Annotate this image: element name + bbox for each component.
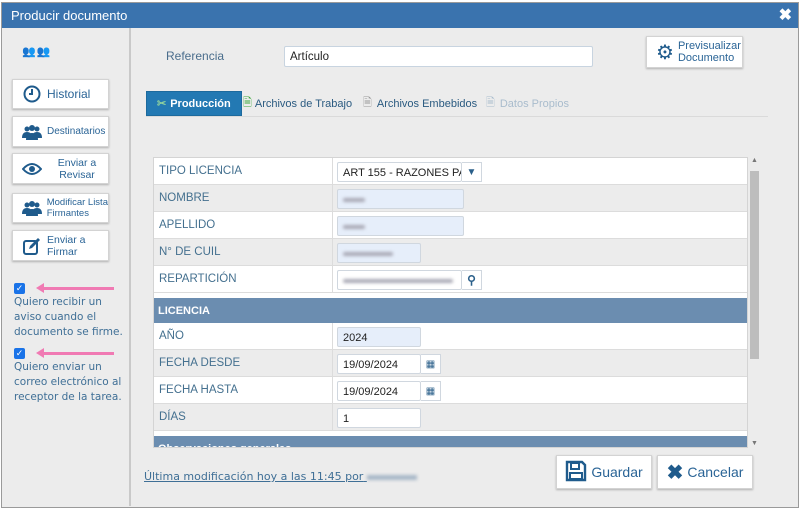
referencia-input[interactable] [284,46,593,67]
fecha-hasta-input[interactable]: 19/09/2024 [337,381,421,401]
sidebar: 👥👥 Historial Destinatarios Enviar a Revi… [2,28,131,506]
users-icon [21,200,43,216]
tab-archivos-de-trabajo[interactable]: 🗎 Archivos de Trabajo [243,91,352,116]
form-scrollbar[interactable]: ▲ ▼ [749,157,760,450]
tab-archivos-embebidos[interactable]: 🗎 Archivos Embebidos [363,91,477,116]
destinatarios-button[interactable]: Destinatarios [12,116,109,147]
section-observaciones: Observaciones generales [154,436,747,447]
scroll-down-icon[interactable]: ▼ [751,440,758,447]
tipo-licencia-select[interactable]: ART 155 - RAZONES PART [337,162,462,182]
row-fecha-hasta: FECHA HASTA 19/09/2024 ▦ [154,377,747,404]
cancelar-button[interactable]: ✖ Cancelar [657,455,753,489]
save-icon [565,460,587,485]
annotation-arrow [36,283,114,293]
eye-icon [21,162,43,176]
dias-input[interactable]: 1 [337,408,421,428]
file-icon: 🗎 [363,97,372,109]
notify-signed-checkbox[interactable]: ✓ [14,283,25,294]
apellido-field[interactable] [337,216,464,236]
clock-icon [21,85,43,103]
form-table: TIPO LICENCIA ART 155 - RAZONES PART ▼ N… [153,157,748,448]
row-anio: AÑO 2024 [154,323,747,350]
tab-produccion[interactable]: ✂ Producción [146,91,242,116]
anio-field[interactable]: 2024 [337,327,421,347]
scrollbar-thumb[interactable] [750,171,759,359]
group-users-icon: 👥👥 [22,46,52,58]
send-email-checkbox[interactable]: ✓ [14,348,25,359]
dialog-titlebar: Producir documento ✖ [2,3,798,28]
previsualizar-documento-button[interactable]: ⚙ Previsualizar Documento [646,36,743,68]
last-modified-link[interactable]: Última modificación hoy a las 11:45 por [144,470,417,483]
chevron-down-icon[interactable]: ▼ [462,162,482,182]
annotation-arrow [36,348,114,358]
notify-signed-label: Quiero recibir un aviso cuando el docume… [14,296,123,338]
gear-icon: ⚙ [656,41,674,64]
edit-icon [21,237,43,255]
scroll-up-icon[interactable]: ▲ [751,157,758,164]
users-icon [21,124,43,140]
fecha-desde-input[interactable]: 19/09/2024 [337,354,421,374]
wrench-icon: ✂ [157,98,167,110]
row-dias: DÍAS 1 [154,404,747,431]
cuil-field[interactable] [337,243,421,263]
calendar-icon[interactable]: ▦ [421,381,441,401]
dialog-title: Producir documento [11,8,128,23]
row-fecha-desde: FECHA DESDE 19/09/2024 ▦ [154,350,747,377]
close-icon[interactable]: ✖ [778,7,792,24]
search-icon[interactable]: ⚲ [462,270,482,290]
referencia-label: Referencia [166,49,225,63]
nombre-field[interactable] [337,189,464,209]
modificar-lista-firmantes-button[interactable]: Modificar Lista Firmantes [12,193,109,223]
row-cuil: N° DE CUIL [154,239,747,266]
guardar-button[interactable]: Guardar [556,455,652,489]
send-email-label: Quiero enviar un correo electrónico al r… [14,361,122,403]
row-reparticion: REPARTICIÓN ⚲ [154,266,747,293]
close-icon: ✖ [666,461,684,484]
enviar-a-revisar-button[interactable]: Enviar a Revisar [12,153,109,184]
reparticion-field[interactable] [337,270,462,290]
historial-button[interactable]: Historial [12,79,109,109]
enviar-a-firmar-button[interactable]: Enviar a Firmar [12,230,109,261]
row-apellido: APELLIDO [154,212,747,239]
document-icon: 🗎 [486,97,495,109]
row-nombre: NOMBRE [154,185,747,212]
calendar-icon[interactable]: ▦ [421,354,441,374]
section-licencia: LICENCIA [154,298,747,323]
tab-datos-propios: 🗎 Datos Propios [486,91,569,116]
file-add-icon: 🗎 [243,97,252,109]
row-tipo-licencia: TIPO LICENCIA ART 155 - RAZONES PART ▼ [154,158,747,185]
tab-divider [146,116,768,117]
